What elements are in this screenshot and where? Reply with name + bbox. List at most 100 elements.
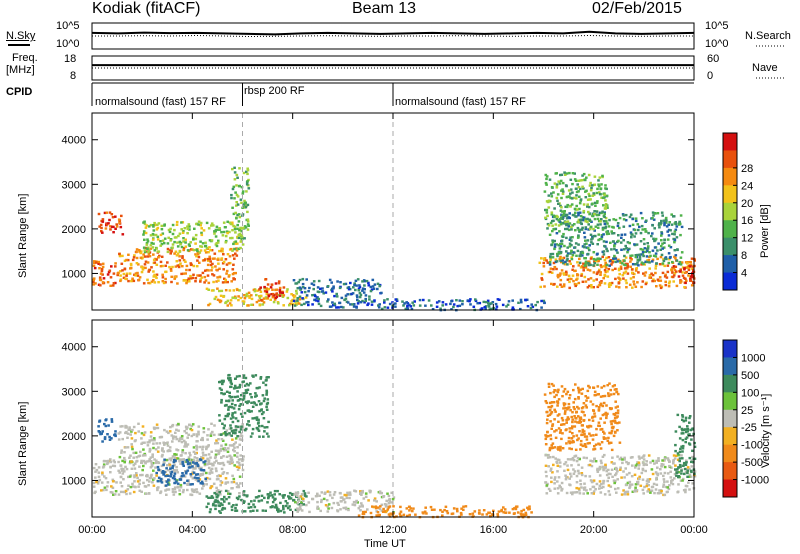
heatmap-cell	[376, 287, 379, 291]
heatmap-cell	[628, 483, 632, 486]
heatmap-cell	[574, 179, 578, 182]
heatmap-cell	[634, 255, 638, 259]
heatmap-cell	[566, 227, 569, 231]
heatmap-cell	[167, 449, 171, 452]
heatmap-cell	[555, 393, 558, 397]
heatmap-cell	[573, 223, 576, 226]
heatmap-cell	[553, 243, 557, 246]
heatmap-cell	[524, 513, 528, 516]
heatmap-cell	[209, 432, 213, 435]
heatmap-cell	[595, 213, 599, 217]
heatmap-cell	[228, 432, 231, 435]
velocity-ytick-label: 3000	[62, 386, 86, 398]
heatmap-cell	[601, 210, 604, 213]
heatmap-cell	[549, 391, 552, 395]
heatmap-cell	[485, 513, 489, 516]
heatmap-cell	[608, 285, 611, 288]
heatmap-cell	[238, 383, 242, 387]
heatmap-cell	[392, 302, 396, 306]
heatmap-cell	[685, 461, 688, 464]
heatmap-cell	[246, 210, 249, 214]
power-ytick-label: 3000	[62, 179, 86, 191]
heatmap-cell	[184, 245, 188, 248]
heatmap-cell	[559, 429, 562, 432]
cpid-segment-label-3: normalsound (fast) 157 RF	[395, 96, 526, 108]
heatmap-cell	[250, 401, 253, 404]
heatmap-cell	[221, 234, 225, 237]
heatmap-cell	[342, 306, 345, 309]
heatmap-cell	[186, 462, 190, 466]
heatmap-cell	[581, 424, 584, 427]
heatmap-cell	[111, 216, 115, 219]
heatmap-cell	[583, 432, 586, 436]
heatmap-cell	[603, 453, 606, 457]
heatmap-cell	[148, 439, 151, 442]
heatmap-cell	[615, 390, 618, 394]
heatmap-cell	[557, 388, 560, 391]
heatmap-cell	[593, 457, 596, 461]
heatmap-cell	[670, 466, 673, 469]
heatmap-cell	[646, 249, 649, 253]
heatmap-cell	[553, 478, 556, 481]
heatmap-cell	[148, 480, 151, 483]
heatmap-cell	[654, 212, 657, 215]
heatmap-cell	[550, 213, 554, 216]
heatmap-cell	[230, 402, 234, 406]
heatmap-cell	[542, 261, 545, 265]
heatmap-cell	[688, 456, 692, 460]
heatmap-cell	[616, 478, 619, 481]
heatmap-cell	[237, 295, 240, 298]
heatmap-cell	[369, 511, 373, 515]
heatmap-cell	[214, 499, 217, 502]
heatmap-cell	[617, 268, 621, 272]
heatmap-cell	[361, 489, 364, 493]
heatmap-cell	[169, 470, 172, 474]
heatmap-cell	[222, 230, 226, 234]
heatmap-cell	[544, 481, 547, 484]
heatmap-cell	[599, 220, 602, 223]
heatmap-cell	[544, 470, 548, 474]
heatmap-cell	[686, 475, 689, 478]
heatmap-cell	[212, 280, 215, 284]
heatmap-cell	[282, 294, 286, 297]
heatmap-cell	[198, 492, 202, 495]
heatmap-cell	[656, 257, 659, 261]
heatmap-cell	[672, 460, 675, 463]
heatmap-cell	[683, 472, 686, 476]
heatmap-cell	[257, 500, 261, 503]
heatmap-cell	[173, 478, 177, 481]
heatmap-cell	[367, 284, 371, 287]
heatmap-cell	[352, 303, 356, 306]
heatmap-cell	[622, 489, 625, 492]
heatmap-cell	[676, 491, 679, 494]
heatmap-cell	[680, 225, 684, 229]
heatmap-cell	[165, 458, 168, 462]
heatmap-cell	[199, 224, 202, 227]
heatmap-cell	[166, 250, 170, 254]
heatmap-cell	[581, 185, 584, 188]
heatmap-cell	[166, 441, 169, 444]
heatmap-cell	[572, 401, 575, 404]
heatmap-cell	[626, 249, 630, 252]
heatmap-cell	[585, 399, 588, 402]
heatmap-cell	[582, 269, 585, 272]
heatmap-cell	[128, 426, 131, 429]
heatmap-cell	[681, 274, 685, 277]
heatmap-cell	[233, 178, 237, 181]
heatmap-cell	[579, 218, 582, 222]
heatmap-cell	[94, 470, 97, 473]
heatmap-cell	[138, 465, 141, 468]
heatmap-cell	[555, 232, 559, 235]
heatmap-cell	[560, 489, 563, 492]
heatmap-cell	[548, 263, 552, 266]
heatmap-cell	[92, 485, 96, 488]
heatmap-cell	[239, 397, 242, 401]
heatmap-cell	[182, 464, 185, 467]
heatmap-cell	[590, 284, 593, 287]
heatmap-cell	[155, 258, 158, 261]
heatmap-cell	[514, 506, 518, 509]
heatmap-cell	[232, 212, 236, 216]
heatmap-cell	[674, 464, 677, 467]
heatmap-cell	[670, 269, 674, 272]
heatmap-cell	[586, 203, 589, 206]
